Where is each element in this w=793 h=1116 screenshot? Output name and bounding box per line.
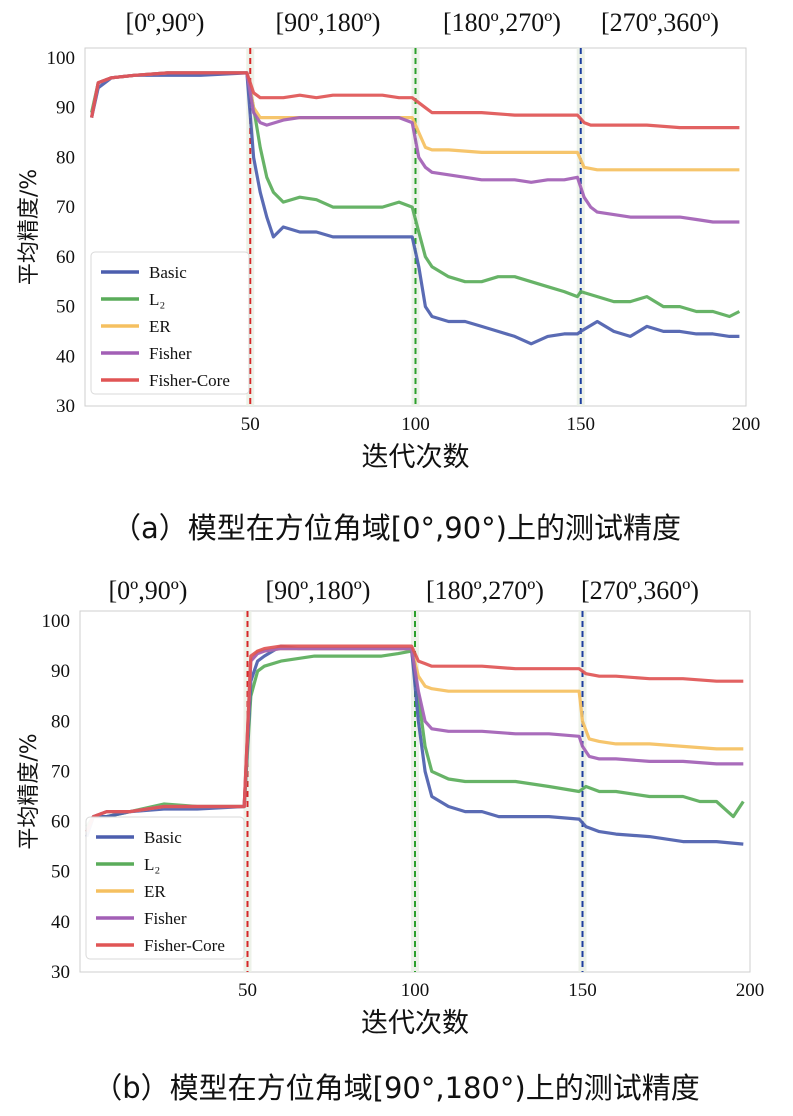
x-tick-label: 100	[401, 980, 430, 1001]
region-label: [270º,360º)	[581, 576, 699, 605]
legend-label: Fisher-Core	[149, 371, 230, 390]
y-tick-label: 70	[51, 761, 70, 782]
y-tick-label: 60	[51, 812, 70, 833]
legend-label: Basic	[149, 263, 187, 282]
y-axis-title: 平均精度/%	[17, 733, 42, 849]
y-tick-label: 100	[42, 611, 71, 632]
legend: Basic L₂ ER Fisher Fisher-Core	[90, 251, 250, 395]
y-tick-label: 90	[56, 98, 75, 119]
legend-label: Fisher	[149, 344, 192, 363]
caption-b: （b）模型在方位角域[90°,180°)上的测试精度	[93, 1071, 700, 1105]
y-tick-label: 70	[56, 197, 75, 218]
legend-label: ER	[149, 317, 171, 336]
legend: Basic L₂ ER Fisher Fisher-Core	[85, 816, 245, 960]
legend-label: ER	[144, 882, 166, 901]
x-tick-label: 150	[568, 980, 597, 1001]
region-label: [90º,180º)	[276, 8, 381, 37]
x-axis-title: 迭代次数	[362, 442, 470, 473]
legend-label: Fisher	[144, 909, 187, 928]
y-tick-label: 30	[51, 962, 70, 983]
region-label: [180º,270º)	[443, 8, 561, 37]
x-tick-label: 150	[567, 414, 596, 435]
series-line-fisher-core	[90, 71, 740, 130]
legend-label: Basic	[144, 828, 182, 847]
y-tick-label: 80	[51, 711, 70, 732]
legend-box	[90, 251, 250, 395]
line-chart-a: [0º,90º) [90º,180º) [180º,270º) [270º,360º)…	[17, 8, 761, 473]
y-axis-title: 平均精度/%	[17, 169, 42, 285]
x-tick-label: 200	[732, 414, 761, 435]
y-tick-label: 90	[51, 661, 70, 682]
figure-panel-a: [0º,90º) [90º,180º) [180º,270º) [270º,360º)…	[0, 0, 793, 555]
boundary-shade	[411, 48, 420, 406]
y-tick-label: 80	[56, 147, 75, 168]
x-axis-title: 迭代次数	[361, 1008, 469, 1039]
legend-label: L₂	[149, 290, 165, 309]
boundary-shade	[576, 48, 585, 406]
region-label: [0º,90º)	[109, 576, 188, 605]
boundary-shade	[246, 48, 255, 406]
series-line-basic	[90, 71, 740, 346]
series-line-fisher	[90, 71, 740, 224]
legend-box	[85, 816, 245, 960]
y-tick-label: 50	[51, 862, 70, 883]
y-tick-label: 40	[51, 912, 70, 933]
x-tick-label: 100	[401, 414, 430, 435]
y-tick-label: 60	[56, 247, 75, 268]
x-tick-label: 200	[736, 980, 765, 1001]
series-line-fisher-core	[85, 644, 744, 833]
caption-a: （a）模型在方位角域[0°,90°)上的测试精度	[112, 511, 681, 545]
y-tick-label: 30	[56, 396, 75, 417]
region-label: [90º,180º)	[266, 576, 371, 605]
region-label: [180º,270º)	[426, 576, 544, 605]
figure-panel-b: [0º,90º) [90º,180º) [180º,270º) [270º,360º)…	[0, 560, 793, 1116]
y-tick-label: 50	[56, 297, 75, 318]
region-label: [270º,360º)	[601, 8, 719, 37]
legend-label: L₂	[144, 855, 160, 874]
legend-label: Fisher-Core	[144, 936, 225, 955]
y-tick-label: 100	[47, 48, 76, 69]
x-tick-label: 50	[238, 980, 257, 1001]
x-tick-label: 50	[241, 414, 260, 435]
y-tick-label: 40	[56, 346, 75, 367]
region-label: [0º,90º)	[126, 8, 205, 37]
line-chart-b: [0º,90º) [90º,180º) [180º,270º) [270º,360º)…	[17, 576, 765, 1039]
